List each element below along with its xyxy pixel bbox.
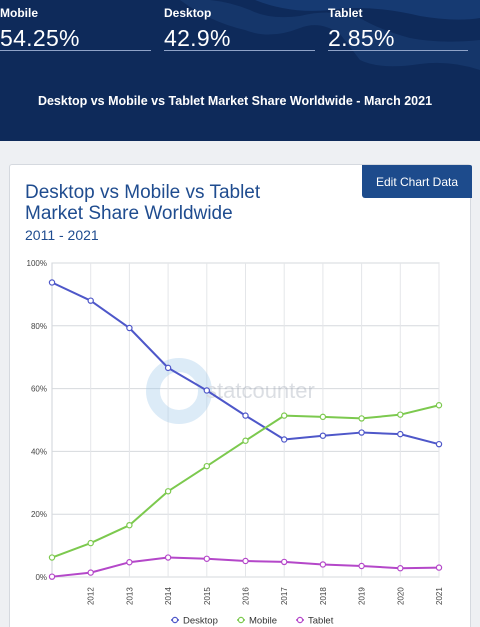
y-tick-label: 60%: [31, 385, 47, 394]
stat-mobile-label: Mobile: [0, 6, 38, 20]
banner: Mobile 54.25% Desktop 42.9% Tablet 2.85%…: [0, 0, 480, 141]
data-point-desktop: [281, 436, 288, 443]
stat-divider: [164, 50, 315, 51]
stat-divider: [0, 50, 151, 51]
data-point-mobile: [242, 437, 249, 444]
stat-desktop-label: Desktop: [164, 6, 212, 20]
x-tick-label: 2016: [242, 587, 251, 605]
legend-marker-desktop: [171, 616, 179, 624]
y-tick-label: 20%: [31, 510, 47, 519]
edit-chart-data-button[interactable]: Edit Chart Data: [362, 165, 472, 198]
data-point-mobile: [397, 411, 404, 418]
data-point-mobile: [164, 488, 172, 495]
banner-title: Desktop vs Mobile vs Tablet Market Share…: [37, 94, 433, 108]
x-tick-label: 2014: [164, 587, 173, 605]
data-point-mobile: [281, 412, 288, 419]
x-tick-label: 2012: [87, 587, 96, 605]
stat-divider: [328, 50, 468, 51]
data-point-desktop: [126, 324, 133, 332]
legend-marker-mobile: [237, 616, 245, 624]
x-tick-label: 2018: [319, 587, 328, 605]
data-point-desktop: [164, 364, 172, 372]
stat-mobile-value: 54.25%: [0, 25, 80, 51]
stat-mobile: Mobile 54.25%: [0, 6, 80, 52]
chart-subtitle: 2011 - 2021: [25, 227, 99, 243]
legend-label-desktop: Desktop: [183, 616, 218, 627]
x-tick-label: 2019: [358, 587, 367, 605]
data-point-tablet: [281, 558, 288, 566]
data-point-tablet: [435, 564, 443, 571]
chart-title: Desktop vs Mobile vs Tablet Market Share…: [25, 182, 260, 224]
data-point-mobile: [48, 554, 56, 561]
chart-title-line1: Desktop vs Mobile vs Tablet: [25, 182, 261, 203]
x-tick-label: 2013: [125, 587, 134, 605]
statcounter-logo-icon: [146, 358, 212, 424]
legend-label-mobile: Mobile: [249, 616, 277, 627]
legend-marker-tablet: [296, 616, 304, 624]
data-point-desktop: [358, 429, 365, 436]
y-tick-label: 0%: [35, 573, 47, 582]
data-point-mobile: [87, 539, 94, 547]
y-tick-label: 40%: [31, 447, 47, 456]
data-point-tablet: [397, 565, 404, 572]
data-point-desktop: [48, 279, 56, 286]
data-point-desktop: [397, 430, 404, 438]
stat-tablet: Tablet 2.85%: [328, 6, 395, 52]
stat-desktop-value: 42.9%: [164, 25, 231, 51]
chart-title-line2: Market Share Worldwide: [25, 203, 233, 224]
stat-tablet-label: Tablet: [328, 6, 363, 20]
x-tick-label: 2015: [203, 587, 212, 605]
data-point-mobile: [126, 521, 133, 529]
data-point-desktop: [242, 412, 249, 419]
data-point-tablet: [48, 573, 56, 580]
data-point-tablet: [126, 559, 133, 566]
data-point-tablet: [203, 555, 210, 562]
watermark-text: statcounter: [206, 378, 315, 403]
world-map-background: [180, 0, 480, 70]
data-point-desktop: [319, 432, 327, 439]
y-tick-label: 100%: [27, 259, 47, 268]
x-tick-label: 2020: [396, 587, 405, 605]
data-point-desktop: [435, 440, 443, 448]
data-point-mobile: [319, 413, 327, 421]
chart-card: Edit Chart Data Desktop vs Mobile vs Tab…: [9, 164, 472, 627]
legend-label-tablet: Tablet: [308, 616, 334, 627]
data-point-mobile: [203, 462, 210, 470]
data-point-tablet: [164, 554, 172, 561]
data-point-mobile: [435, 402, 443, 409]
stat-tablet-value: 2.85%: [328, 25, 395, 51]
data-point-mobile: [358, 415, 365, 422]
y-tick-label: 80%: [31, 322, 47, 331]
data-point-tablet: [358, 562, 365, 570]
data-point-desktop: [87, 297, 94, 304]
data-point-tablet: [87, 569, 94, 576]
data-point-tablet: [242, 557, 249, 565]
x-tick-label: 2017: [280, 587, 289, 605]
x-tick-label: 2021: [435, 587, 444, 605]
stat-desktop: Desktop 42.9%: [164, 6, 231, 52]
data-point-desktop: [203, 387, 210, 394]
data-point-tablet: [319, 561, 327, 568]
